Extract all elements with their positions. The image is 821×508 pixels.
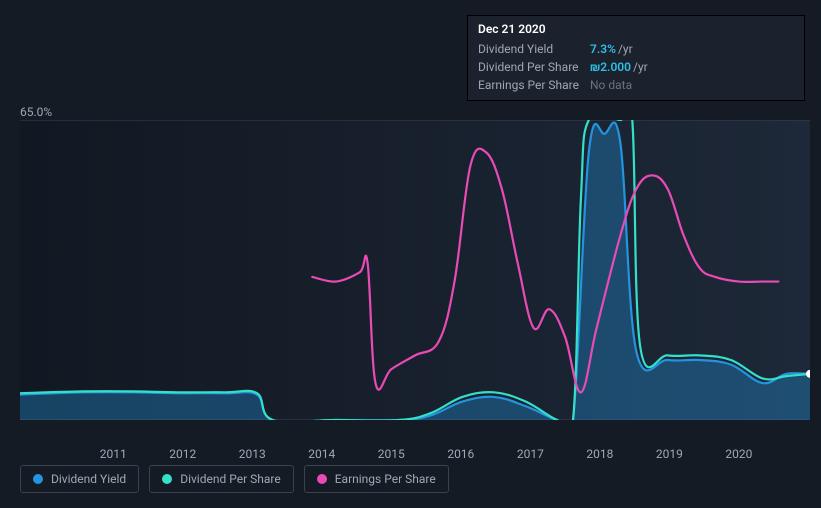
- tooltip-label: Dividend Yield: [478, 40, 590, 58]
- legend-item-earnings-per-share[interactable]: Earnings Per Share: [304, 465, 449, 493]
- legend-label: Dividend Yield: [51, 472, 126, 486]
- tooltip-value: ₪2.000: [590, 58, 631, 76]
- x-tick: 2011: [100, 447, 127, 461]
- legend-dot: [33, 474, 43, 484]
- x-tick: 2020: [725, 447, 752, 461]
- chart-legend: Dividend Yield Dividend Per Share Earnin…: [20, 465, 449, 493]
- tooltip-row: Earnings Per Share No data: [478, 76, 794, 94]
- tooltip-row: Dividend Yield 7.3% /yr: [478, 40, 794, 58]
- tooltip-value: 7.3%: [590, 40, 616, 58]
- x-tick: 2019: [656, 447, 683, 461]
- legend-dot: [162, 474, 172, 484]
- chart-tooltip: Dec 21 2020 Dividend Yield 7.3% /yr Divi…: [467, 15, 805, 101]
- x-tick: 2014: [308, 447, 335, 461]
- legend-item-dividend-yield[interactable]: Dividend Yield: [20, 465, 139, 493]
- chart-plot[interactable]: [20, 120, 810, 420]
- x-tick: 2018: [586, 447, 613, 461]
- legend-label: Earnings Per Share: [335, 472, 436, 486]
- chart-area: 65.0% 0% Past 20112012201320142015201620…: [20, 105, 810, 455]
- y-axis-max: 65.0%: [20, 105, 52, 119]
- legend-label: Dividend Per Share: [180, 472, 281, 486]
- tooltip-label: Dividend Per Share: [478, 58, 590, 76]
- x-tick: 2012: [169, 447, 196, 461]
- x-tick: 2015: [378, 447, 405, 461]
- legend-item-dividend-per-share[interactable]: Dividend Per Share: [149, 465, 294, 493]
- tooltip-row: Dividend Per Share ₪2.000 /yr: [478, 58, 794, 76]
- tooltip-suffix: /yr: [633, 58, 648, 76]
- x-tick: 2016: [447, 447, 474, 461]
- x-tick: 2017: [517, 447, 544, 461]
- legend-dot: [317, 474, 327, 484]
- tooltip-label: Earnings Per Share: [478, 76, 590, 94]
- tooltip-nodata: No data: [590, 76, 632, 94]
- tooltip-suffix: /yr: [618, 40, 633, 58]
- tooltip-date: Dec 21 2020: [478, 22, 794, 36]
- x-tick: 2013: [239, 447, 266, 461]
